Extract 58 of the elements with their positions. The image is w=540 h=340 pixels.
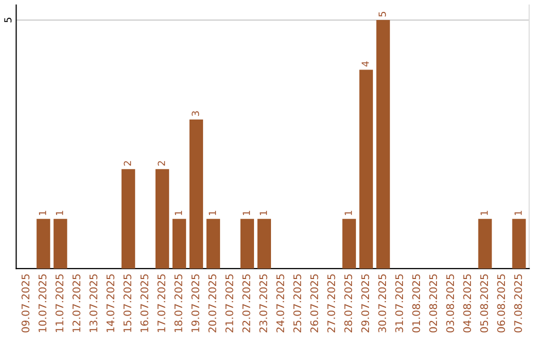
x-tick-label: 23.07.2025 [259, 274, 268, 332]
data-label: 5 [378, 12, 386, 16]
bar [240, 218, 254, 269]
x-tick-label: 10.07.2025 [38, 274, 46, 332]
data-label: 1 [260, 210, 267, 216]
x-tick-label: 17.07.2025 [157, 274, 166, 332]
data-label: 1 [56, 210, 64, 216]
x-tick-label: 03.08.2025 [446, 274, 454, 332]
data-label: 1 [480, 210, 488, 216]
data-label: 1 [344, 210, 352, 216]
x-tick-label: 14.07.2025 [106, 274, 114, 332]
x-tick-label: 16.07.2025 [140, 274, 148, 332]
bar [189, 119, 204, 269]
x-tick-label: 15.07.2025 [123, 274, 132, 332]
x-tick-label: 05.08.2025 [480, 274, 488, 332]
x-tick-label: 07.08.2025 [514, 274, 522, 332]
data-label: 2 [158, 161, 165, 166]
x-tick-label: 31.07.2025 [395, 274, 404, 332]
data-label: 2 [124, 161, 131, 166]
x-tick-label: 18.07.2025 [174, 274, 182, 332]
x-tick-label: 13.07.2025 [89, 274, 98, 332]
x-tick-label: 24.07.2025 [276, 274, 284, 332]
data-label: 3 [192, 111, 200, 116]
data-label: 1 [38, 210, 46, 216]
x-tick-label: 21.07.2025 [225, 274, 234, 332]
data-label: 1 [208, 210, 216, 216]
bar [172, 218, 186, 269]
bar [512, 218, 526, 269]
x-tick-label: 04.08.2025 [463, 274, 472, 332]
bar [54, 218, 68, 269]
x-tick-label: 26.07.2025 [310, 274, 318, 332]
x-tick-label: 20.07.2025 [208, 274, 216, 332]
x-tick-label: 30.07.2025 [378, 274, 386, 332]
bar [478, 218, 492, 269]
bar [359, 70, 373, 269]
x-tick-label: 27.07.2025 [327, 274, 336, 332]
x-tick-label: 11.07.2025 [56, 274, 64, 332]
x-tick-label: 06.08.2025 [497, 274, 506, 332]
bar [257, 218, 271, 269]
x-tick-label: 22.07.2025 [242, 274, 250, 332]
data-label: 4 [362, 61, 369, 66]
bar [342, 218, 356, 269]
bar [206, 218, 220, 269]
x-tick-label: 12.07.2025 [72, 274, 80, 332]
bar [36, 218, 50, 269]
x-tick-label: 19.07.2025 [191, 274, 200, 332]
x-tick-label: 02.08.2025 [429, 274, 438, 332]
x-tick-label: 09.07.2025 [22, 274, 30, 332]
bar [155, 169, 170, 269]
x-tick-label: 25.07.2025 [293, 274, 302, 332]
data-label: 1 [514, 210, 522, 216]
x-tick-label: 28.07.2025 [344, 274, 352, 332]
x-tick-label: 01.08.2025 [412, 274, 420, 332]
data-label: 1 [174, 210, 182, 216]
bar [122, 169, 136, 269]
x-tick-label: 29.07.2025 [361, 274, 370, 332]
data-label: 1 [242, 210, 250, 216]
bar [376, 20, 390, 269]
